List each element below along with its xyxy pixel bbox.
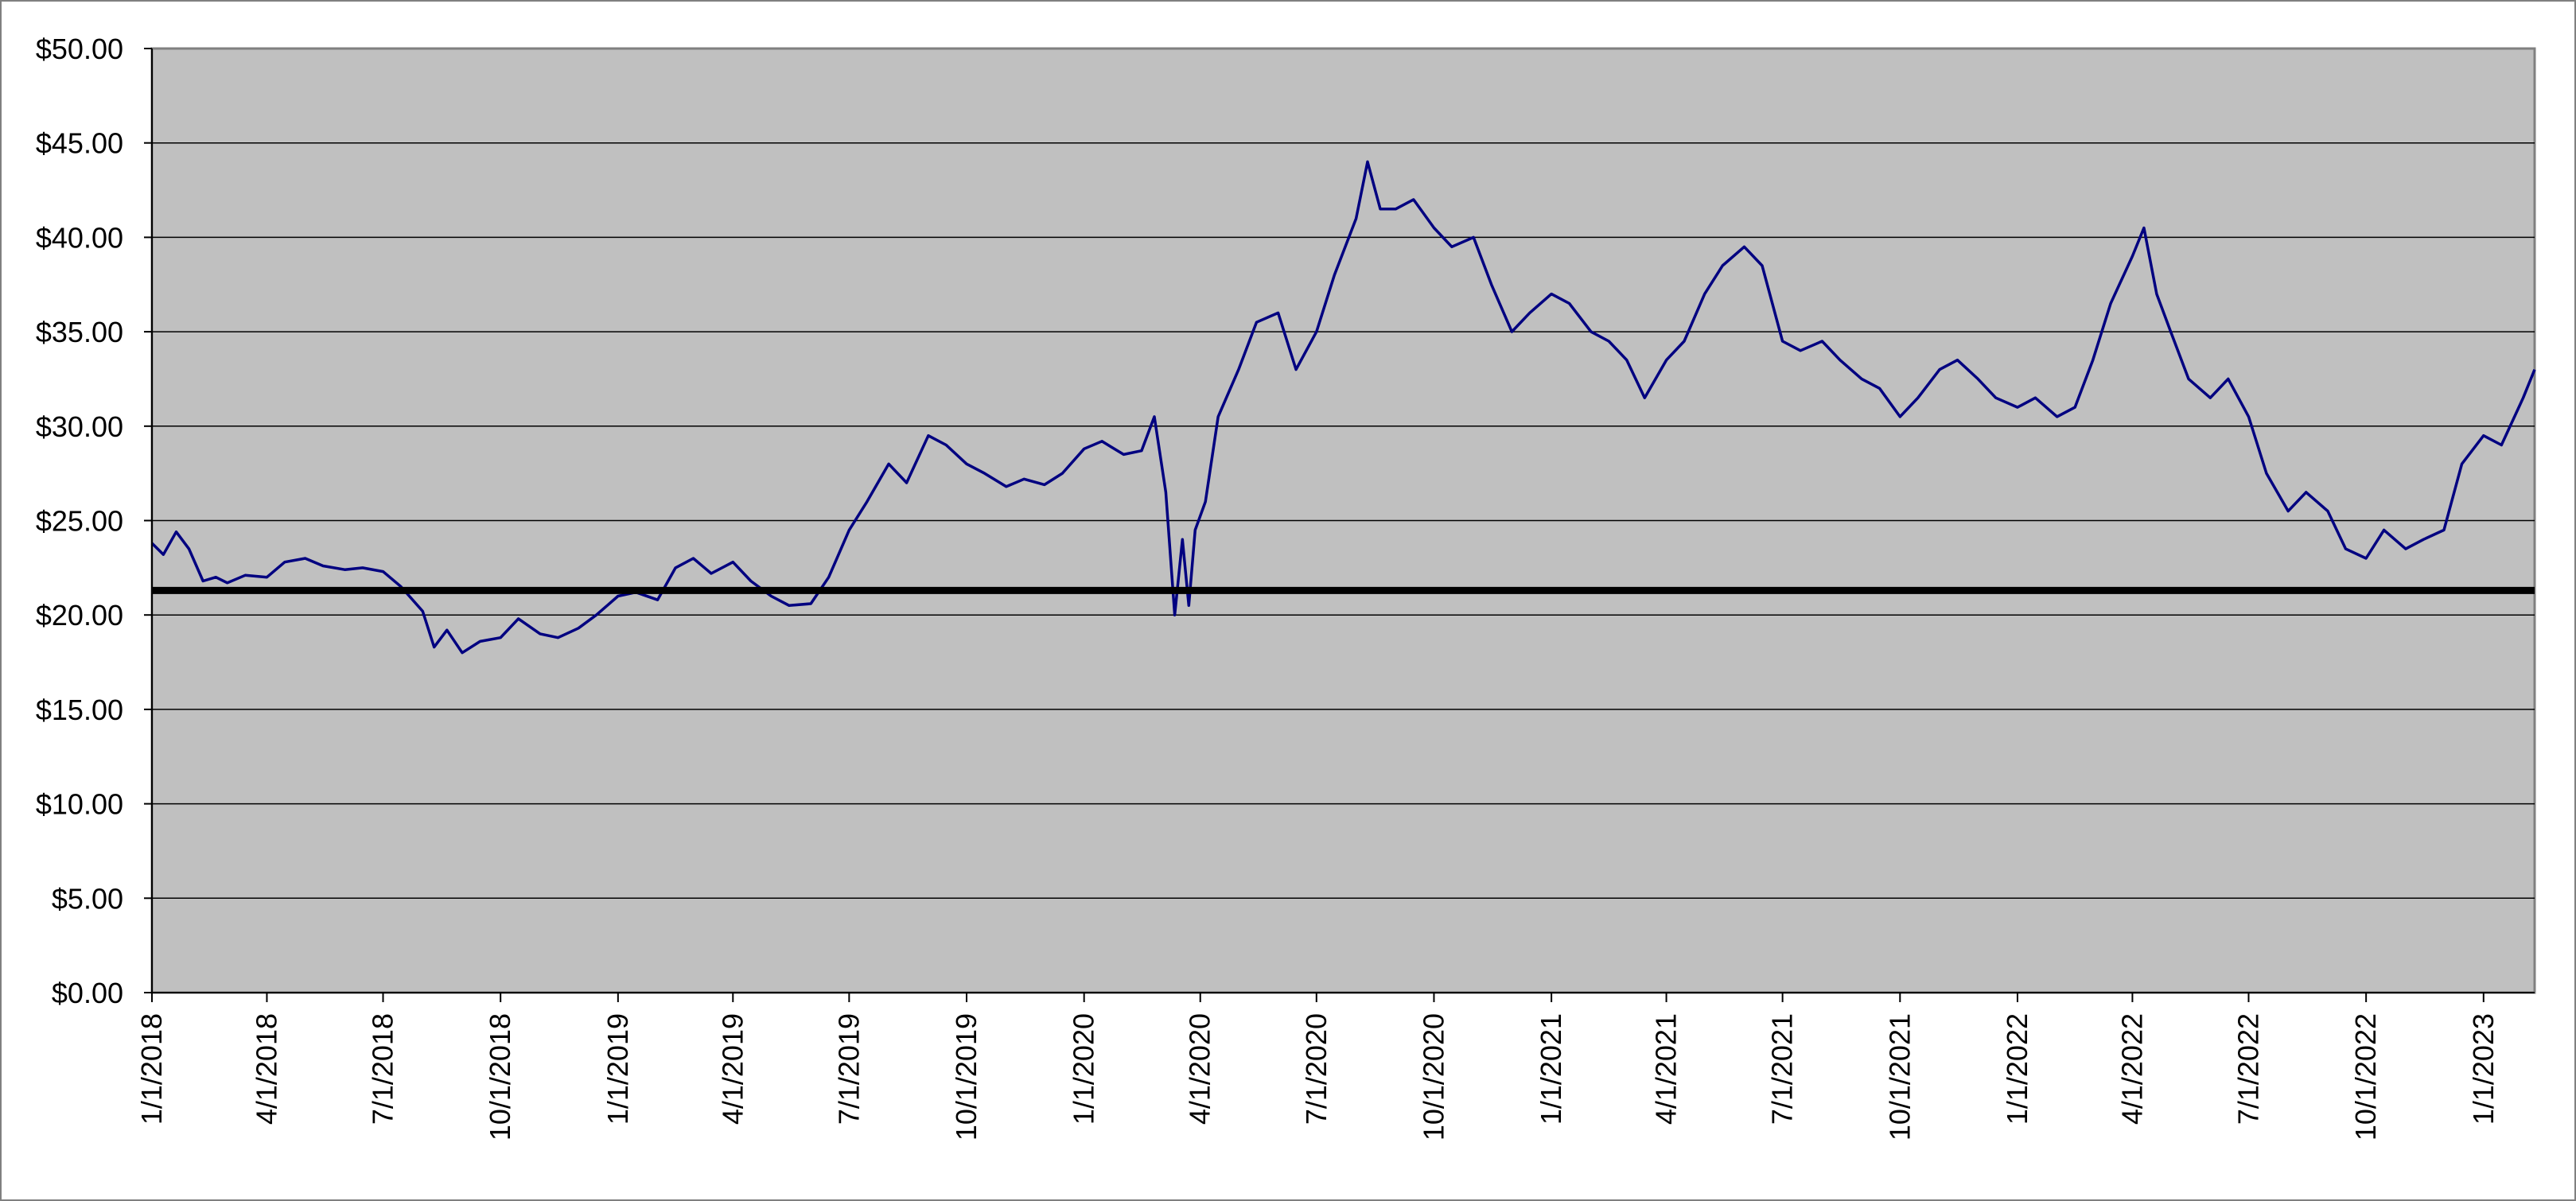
x-tick-label: 7/1/2022 [2232, 1013, 2264, 1125]
y-tick-label: $20.00 [36, 599, 123, 632]
y-tick-label: $25.00 [36, 505, 123, 538]
y-tick-label: $5.00 [52, 882, 123, 915]
y-tick-label: $15.00 [36, 694, 123, 726]
x-tick-label: 10/1/2018 [484, 1013, 516, 1141]
y-tick-label: $30.00 [36, 410, 123, 443]
x-tick-label: 7/1/2020 [1300, 1013, 1333, 1125]
x-tick-label: 1/1/2023 [2467, 1013, 2500, 1125]
x-tick-label: 1/1/2018 [135, 1013, 168, 1125]
x-axis: 1/1/2018 4/1/2018 7/1/2018 10/1/2018 1/1/201… [135, 992, 2535, 1141]
x-tick-label: 4/1/2022 [2115, 1013, 2148, 1125]
x-tick-label: 10/1/2021 [1883, 1013, 1916, 1141]
y-tick-label: $40.00 [36, 221, 123, 254]
x-tick-label: 1/1/2019 [601, 1013, 634, 1125]
x-tick-label: 7/1/2021 [1766, 1013, 1799, 1125]
x-tick-label: 4/1/2018 [250, 1013, 282, 1125]
y-tick-label: $35.00 [36, 316, 123, 348]
x-tick-label: 1/1/2021 [1535, 1013, 1567, 1125]
y-tick-label: $0.00 [52, 977, 123, 1009]
y-axis: $0.00 $5.00 $10.00 $15.00 $20.00 $25.00 $30.00… [36, 33, 153, 1009]
y-tick-label: $50.00 [36, 33, 123, 65]
price-series-line [150, 160, 2536, 655]
x-tick-label: 1/1/2020 [1068, 1013, 1100, 1125]
x-tick-label: 7/1/2019 [832, 1013, 865, 1125]
x-tick-label: 7/1/2018 [367, 1013, 399, 1125]
gridlines [152, 142, 2535, 900]
series-layer [150, 160, 2536, 655]
x-tick-label: 4/1/2021 [1650, 1013, 1683, 1125]
y-tick-label: $45.00 [36, 127, 123, 160]
x-tick-label: 4/1/2019 [716, 1013, 749, 1125]
x-tick-label: 10/1/2020 [1417, 1013, 1449, 1141]
x-tick-label: 10/1/2022 [2349, 1013, 2382, 1141]
x-tick-label: 1/1/2022 [2001, 1013, 2033, 1125]
x-tick-label: 10/1/2019 [950, 1013, 983, 1141]
y-tick-label: $10.00 [36, 788, 123, 821]
x-tick-label: 4/1/2020 [1184, 1013, 1216, 1125]
